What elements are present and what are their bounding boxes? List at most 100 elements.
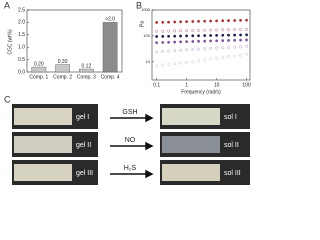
data-point	[167, 40, 171, 44]
x-tick-label: 1	[185, 82, 188, 88]
data-point	[203, 47, 207, 51]
data-point	[179, 40, 183, 44]
x-tick-label: 100	[242, 82, 251, 88]
data-point	[173, 34, 177, 38]
data-point	[227, 19, 230, 23]
data-point	[191, 29, 195, 32]
y-tick-label: 1000	[141, 7, 151, 12]
data-point	[203, 19, 207, 23]
data-point	[167, 49, 171, 53]
data-point	[185, 34, 189, 38]
y-axis-label: CGC (wt%)	[7, 29, 13, 55]
data-point	[215, 33, 219, 37]
data-point	[155, 50, 159, 54]
y-axis-label: Pa	[139, 21, 145, 27]
photo-label: gel II	[76, 142, 91, 149]
x-tick-label: Comp. 3	[77, 74, 96, 80]
data-point	[245, 44, 249, 48]
data-point	[215, 19, 219, 23]
data-point	[173, 20, 177, 24]
photo-label: sol III	[224, 170, 241, 177]
data-point	[233, 38, 237, 42]
data-point	[161, 50, 165, 54]
photos	[12, 104, 250, 185]
stimulus-label: H₂S	[124, 165, 137, 172]
data-point	[161, 63, 165, 67]
data-point	[233, 45, 237, 49]
data-point	[227, 45, 230, 49]
data-point	[209, 28, 213, 32]
data-point	[233, 33, 237, 37]
data-point	[239, 18, 243, 22]
data-point	[155, 21, 159, 24]
data-point	[191, 34, 195, 38]
data-point	[155, 64, 159, 68]
panel-label: B	[136, 0, 142, 10]
data-point	[239, 27, 243, 31]
data-point	[185, 29, 189, 33]
data-point	[185, 48, 189, 52]
data-point	[161, 34, 165, 38]
data-point	[179, 61, 183, 65]
stimulus-label: NO	[125, 137, 136, 144]
data-point	[185, 60, 189, 64]
data-point	[197, 47, 201, 51]
x-tick-label: 0.1	[153, 82, 160, 88]
stimulus-label: GSH	[122, 109, 137, 116]
data-point	[239, 45, 243, 49]
data-point	[167, 20, 171, 24]
bar	[55, 64, 70, 73]
data-point	[173, 49, 177, 53]
plot-frame	[151, 9, 251, 81]
data-point	[179, 29, 183, 33]
data-point	[221, 33, 225, 37]
data-point	[167, 62, 171, 66]
y-tick-label: 100	[143, 33, 150, 38]
data-point	[233, 54, 237, 58]
value-label: 0.30	[58, 59, 68, 65]
data-point	[221, 19, 225, 23]
data-point	[239, 53, 243, 57]
data-point	[245, 27, 249, 31]
data-point	[221, 46, 225, 50]
data-point	[227, 33, 230, 37]
data-point	[233, 19, 237, 22]
data-point	[173, 62, 177, 66]
data-point	[221, 28, 225, 32]
data-point	[227, 55, 230, 59]
y-tick-label: 1.5	[18, 32, 25, 38]
data-point	[227, 28, 230, 32]
data-point	[191, 40, 195, 43]
data-point	[221, 39, 225, 43]
data-point	[167, 34, 171, 38]
plot-frame	[26, 9, 123, 73]
data-point	[185, 40, 189, 44]
data-point	[233, 28, 237, 32]
data-point	[155, 41, 159, 45]
data-point	[191, 60, 195, 64]
data-point	[179, 48, 183, 52]
data-point	[197, 34, 201, 38]
data-point	[203, 58, 207, 62]
data-point	[209, 46, 213, 50]
data-point	[185, 20, 189, 24]
data-point	[215, 39, 219, 43]
photo-label: gel III	[76, 170, 93, 177]
data-point	[227, 38, 230, 42]
y-tick-label: 1.0	[18, 45, 25, 51]
data-point	[209, 34, 213, 37]
data-point	[179, 34, 183, 38]
data-point	[191, 20, 195, 23]
data-point	[197, 28, 201, 32]
data-point	[173, 29, 177, 33]
data-point	[161, 41, 165, 44]
data-point	[197, 59, 201, 63]
x-tick-label: 10	[214, 82, 220, 88]
data-point	[215, 46, 219, 50]
y-tick-label: 0.5	[18, 57, 25, 63]
data-point	[191, 48, 195, 51]
panel-label: C	[4, 94, 11, 104]
panel-label: A	[4, 0, 10, 10]
data-point	[197, 19, 201, 23]
value-label: 0.12	[82, 63, 92, 69]
